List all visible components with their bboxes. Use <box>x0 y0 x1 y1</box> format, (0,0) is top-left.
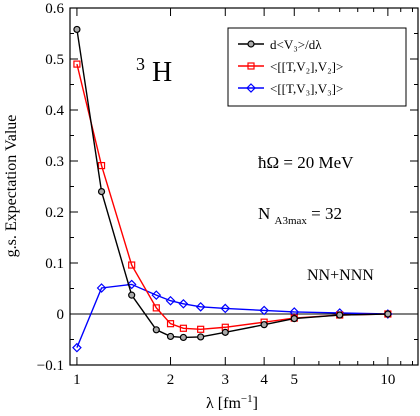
y-tick-label: 0.1 <box>45 256 64 272</box>
data-point <box>166 320 175 328</box>
legend: d<V₃>/dλ <[[T,V₂],V₂]> <[[T,V₃],V₃]> <box>227 27 407 107</box>
x-axis-label: λ [fm−1] <box>206 393 258 412</box>
y-tick-label: 0.4 <box>45 103 64 119</box>
data-point <box>126 279 137 290</box>
x-tick-label: 1 <box>73 372 81 388</box>
series-diamond <box>72 279 393 353</box>
x-tick-label: 3 <box>222 372 230 388</box>
interaction-label: NN+NNN <box>307 267 374 284</box>
data-point <box>290 314 298 323</box>
legend-marker <box>247 62 255 70</box>
data-point <box>73 60 81 68</box>
x-tick-label: 10 <box>380 372 395 388</box>
x-tick-label: 2 <box>167 372 175 388</box>
data-point <box>384 310 392 318</box>
legend-entry: <[[T,V₃],V₃]> <box>238 81 343 96</box>
na3max-sub: A3max <box>275 215 308 227</box>
nucleus-symbol: H <box>152 57 172 88</box>
x-axis-ticks: 1 2 3 4 5 10 <box>73 8 413 388</box>
nucleus-label: 3 H <box>136 46 172 88</box>
data-point <box>72 342 82 353</box>
na3max-base: N <box>258 204 270 223</box>
data-point <box>260 321 268 329</box>
na3max-label: N A3max = 32 <box>258 204 342 228</box>
legend-entry: <[[T,V₂],V₂]> <box>238 59 343 74</box>
data-point <box>152 304 160 312</box>
data-point <box>151 290 162 300</box>
series-line <box>76 283 388 348</box>
y-tick-label: 0.5 <box>45 52 64 68</box>
data-point <box>128 291 136 299</box>
x-tick-label: 5 <box>291 372 299 388</box>
series-layer <box>72 25 393 353</box>
data-point <box>195 302 206 312</box>
y-tick-label: 0.2 <box>45 205 64 221</box>
data-point <box>97 188 106 196</box>
y-tick-label: 0.6 <box>45 1 64 17</box>
data-point <box>97 161 106 170</box>
data-point <box>336 311 344 319</box>
data-point <box>220 303 231 314</box>
data-point <box>179 333 187 342</box>
na3max-value: = 32 <box>311 204 342 223</box>
legend-marker <box>247 40 255 48</box>
data-point <box>166 332 175 341</box>
data-point <box>73 25 81 34</box>
data-point <box>128 261 136 269</box>
x-tick-label: 4 <box>260 372 268 388</box>
legend-label: d<V₃>/dλ <box>270 37 322 52</box>
legend-box <box>227 27 407 107</box>
legend-label: <[[T,V₃],V₃]> <box>270 81 343 96</box>
x-axis-unit-exponent: −1 <box>241 393 253 405</box>
y-axis-ticks: −0.1 0 0.1 0.2 0.3 0.4 0.5 0.6 <box>37 1 418 374</box>
data-point <box>179 324 187 332</box>
legend-marker <box>246 83 256 93</box>
y-axis-label: g.s. Expectation Value <box>3 115 20 258</box>
legend-entry: d<V₃>/dλ <box>238 37 322 52</box>
nucleus-mass: 3 <box>136 54 145 74</box>
data-point <box>259 305 269 316</box>
legend-label: <[[T,V₂],V₂]> <box>270 59 343 74</box>
hbar-omega-label: ħΩ = 20 MeV <box>258 153 354 172</box>
data-point <box>96 283 107 293</box>
data-point <box>197 333 205 341</box>
data-point <box>197 325 205 333</box>
series-line <box>76 29 388 339</box>
data-point <box>152 326 160 334</box>
data-point <box>165 295 176 306</box>
y-tick-label: 0.3 <box>45 154 64 170</box>
data-point <box>178 298 189 309</box>
series-circle <box>73 25 392 342</box>
y-tick-label: −0.1 <box>37 358 64 374</box>
y-tick-label: 0 <box>57 307 65 323</box>
data-point <box>221 328 229 336</box>
